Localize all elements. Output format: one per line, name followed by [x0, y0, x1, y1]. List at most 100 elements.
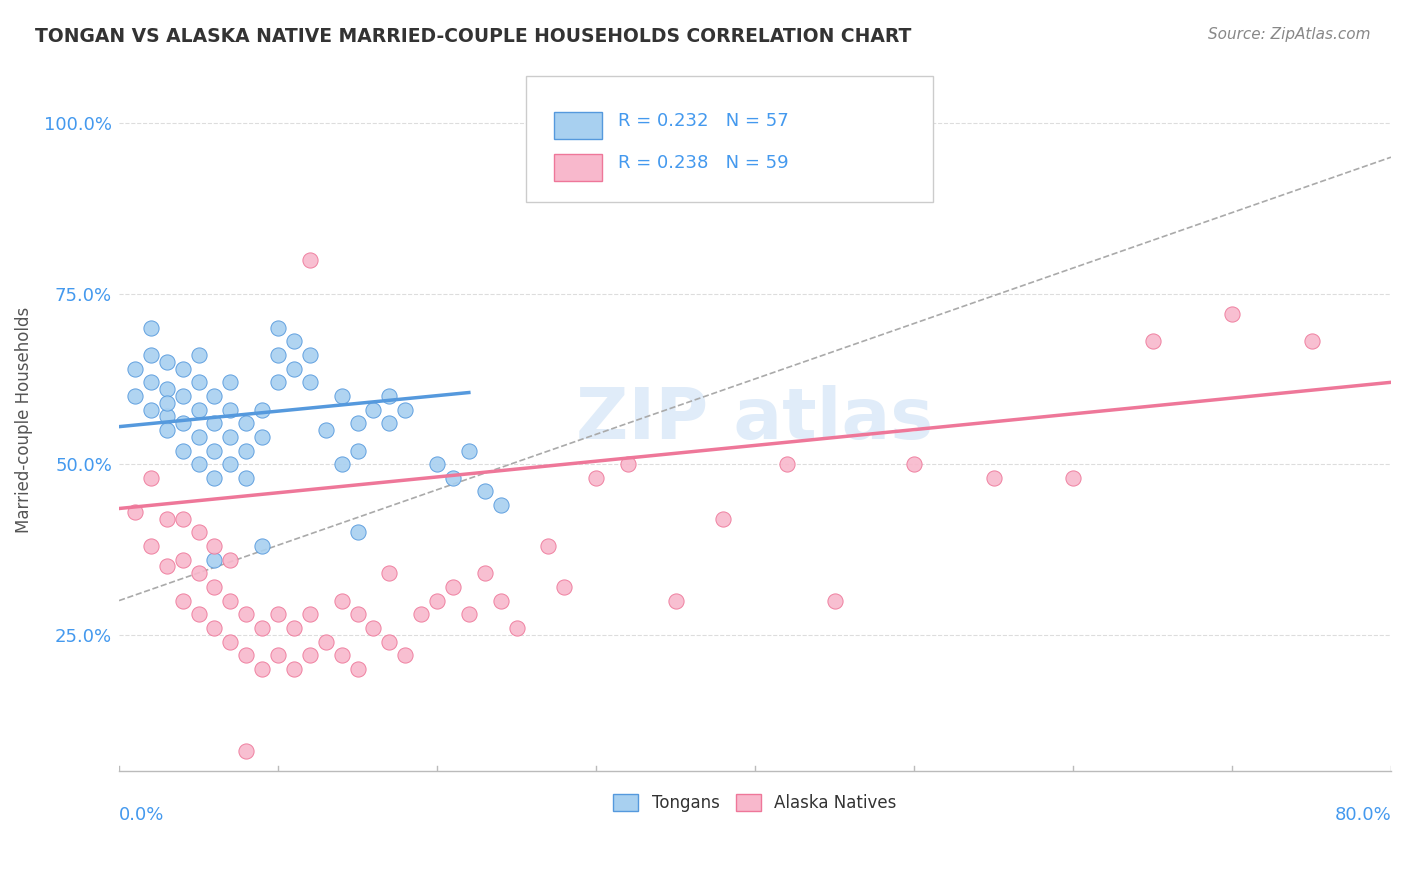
Point	[346, 416, 368, 430]
Point	[172, 443, 194, 458]
Point	[219, 376, 242, 390]
Point	[204, 552, 226, 566]
Point	[124, 361, 146, 376]
Point	[235, 443, 257, 458]
Point	[124, 389, 146, 403]
Point	[394, 402, 416, 417]
Point	[983, 471, 1005, 485]
Point	[283, 361, 305, 376]
Point	[204, 539, 226, 553]
Point	[330, 648, 353, 662]
Point	[505, 621, 527, 635]
Point	[250, 402, 273, 417]
Point	[172, 389, 194, 403]
Point	[489, 498, 512, 512]
Point	[1142, 334, 1164, 349]
Point	[824, 593, 846, 607]
FancyBboxPatch shape	[554, 112, 602, 139]
Point	[204, 621, 226, 635]
Point	[553, 580, 575, 594]
Point	[187, 566, 209, 581]
Point	[363, 402, 385, 417]
Point	[219, 457, 242, 471]
Point	[219, 430, 242, 444]
Point	[426, 457, 449, 471]
Point	[235, 607, 257, 622]
Point	[139, 471, 162, 485]
Point	[315, 634, 337, 648]
Point	[139, 348, 162, 362]
Point	[204, 416, 226, 430]
Point	[219, 402, 242, 417]
Point	[585, 471, 607, 485]
Y-axis label: Married-couple Households: Married-couple Households	[15, 307, 32, 533]
Point	[346, 607, 368, 622]
Point	[156, 512, 179, 526]
Point	[250, 430, 273, 444]
Point	[156, 559, 179, 574]
Point	[187, 457, 209, 471]
Point	[378, 634, 401, 648]
Point	[187, 525, 209, 540]
Point	[1220, 307, 1243, 321]
Point	[283, 334, 305, 349]
Text: ZIP atlas: ZIP atlas	[576, 385, 934, 454]
Point	[298, 376, 321, 390]
Point	[537, 539, 560, 553]
Point	[250, 539, 273, 553]
Point	[267, 348, 290, 362]
Point	[283, 662, 305, 676]
Point	[172, 361, 194, 376]
Point	[441, 580, 464, 594]
Point	[394, 648, 416, 662]
Point	[267, 376, 290, 390]
Point	[1062, 471, 1084, 485]
Point	[1301, 334, 1323, 349]
Point	[378, 566, 401, 581]
Point	[235, 471, 257, 485]
Point	[156, 423, 179, 437]
Point	[330, 457, 353, 471]
Legend: Tongans, Alaska Natives: Tongans, Alaska Natives	[606, 788, 904, 819]
Point	[903, 457, 925, 471]
Text: R = 0.232   N = 57: R = 0.232 N = 57	[617, 112, 789, 130]
Point	[187, 430, 209, 444]
Point	[283, 621, 305, 635]
Point	[474, 484, 496, 499]
Point	[139, 539, 162, 553]
Point	[346, 662, 368, 676]
Point	[346, 443, 368, 458]
Point	[315, 423, 337, 437]
Point	[250, 662, 273, 676]
Text: 80.0%: 80.0%	[1334, 806, 1391, 824]
Text: Source: ZipAtlas.com: Source: ZipAtlas.com	[1208, 27, 1371, 42]
Point	[172, 552, 194, 566]
Point	[363, 621, 385, 635]
FancyBboxPatch shape	[554, 154, 602, 181]
Point	[330, 593, 353, 607]
Point	[617, 457, 640, 471]
Point	[172, 593, 194, 607]
Point	[457, 443, 479, 458]
Point	[156, 382, 179, 396]
Point	[457, 607, 479, 622]
Point	[219, 552, 242, 566]
Point	[441, 471, 464, 485]
Point	[172, 512, 194, 526]
Text: TONGAN VS ALASKA NATIVE MARRIED-COUPLE HOUSEHOLDS CORRELATION CHART: TONGAN VS ALASKA NATIVE MARRIED-COUPLE H…	[35, 27, 911, 45]
FancyBboxPatch shape	[526, 76, 934, 202]
Point	[124, 505, 146, 519]
Point	[267, 607, 290, 622]
Text: 0.0%: 0.0%	[120, 806, 165, 824]
Point	[156, 409, 179, 424]
Point	[411, 607, 433, 622]
Point	[187, 348, 209, 362]
Point	[204, 471, 226, 485]
Point	[139, 376, 162, 390]
Point	[187, 607, 209, 622]
Point	[204, 580, 226, 594]
Point	[187, 376, 209, 390]
Point	[378, 389, 401, 403]
Point	[172, 416, 194, 430]
Point	[267, 320, 290, 334]
